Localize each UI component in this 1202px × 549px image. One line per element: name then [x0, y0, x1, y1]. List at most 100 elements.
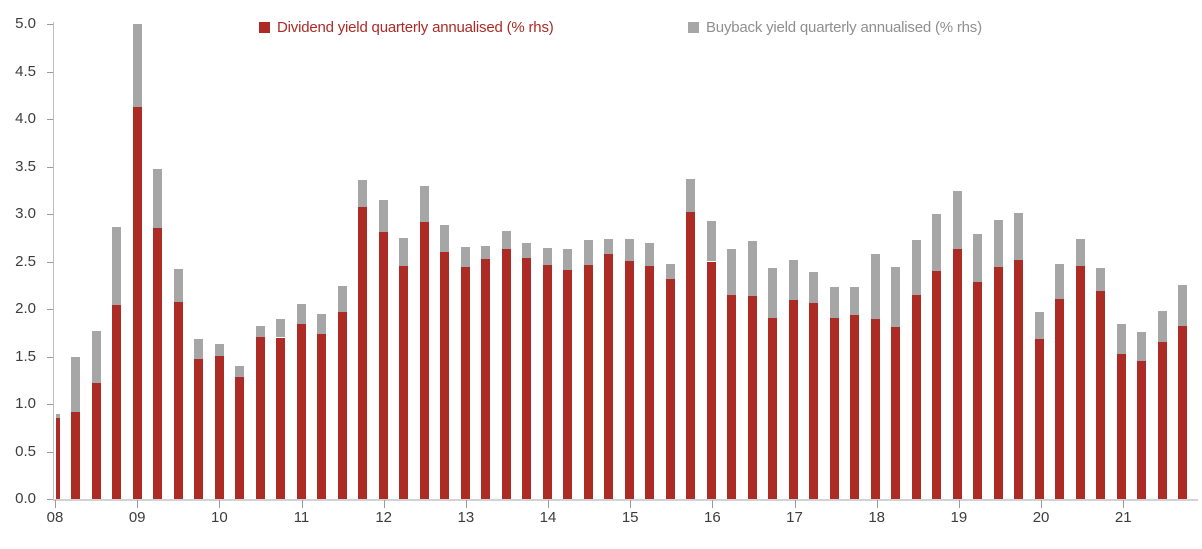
y-axis-tick: [47, 119, 53, 120]
y-axis-tick: [47, 499, 53, 500]
bar-segment-buyback: [317, 313, 326, 334]
x-axis-tick-label: 11: [293, 509, 310, 526]
bar-segment-dividend: [993, 267, 1003, 499]
bar-segment-buyback: [747, 240, 757, 296]
bar-segment-dividend: [1034, 339, 1044, 499]
bar-segment-buyback: [645, 243, 654, 267]
bar-segment-buyback: [1178, 285, 1187, 327]
bar-segment-dividend: [132, 106, 142, 499]
y-axis-tick-label: 4.5: [15, 62, 36, 80]
x-axis-tick-label: 12: [375, 509, 393, 526]
legend: Dividend yield quarterly annualised (% r…: [0, 0, 1202, 40]
bar-segment-dividend: [460, 267, 470, 499]
bar-segment-dividend: [337, 311, 347, 499]
bar-segment-buyback: [686, 178, 695, 213]
y-axis-tick-label: 5.0: [15, 15, 36, 32]
bar-segment-dividend: [173, 302, 183, 499]
y-axis-tick: [47, 356, 53, 358]
bar-segment-buyback: [768, 268, 777, 318]
bar-segment-buyback: [891, 267, 900, 328]
bar-segment-dividend: [973, 282, 982, 499]
bar-segment-dividend: [706, 261, 716, 499]
y-axis-tick: [47, 261, 53, 263]
legend-item-dividend-yield: Dividend yield quarterly annualised (% r…: [259, 17, 554, 37]
bar-segment-buyback: [829, 287, 839, 318]
bar-segment-buyback: [604, 238, 613, 254]
bar-segment-dividend: [952, 249, 962, 499]
x-axis-tick: [55, 500, 56, 508]
bar-segment-dividend: [604, 253, 613, 499]
bar-segment-buyback: [850, 287, 859, 315]
bar-segment-buyback: [399, 237, 408, 267]
bar-segment-dividend: [911, 294, 921, 499]
legend-swatch-dividend-icon: [259, 21, 270, 33]
y-axis-tick-label: 0.5: [15, 442, 36, 460]
bar-segment-buyback: [788, 259, 798, 301]
bar-segment-dividend: [296, 324, 306, 499]
bar-segment-dividend: [809, 303, 818, 499]
y-axis-tick-label: 3.5: [15, 157, 36, 175]
bar-segment-dividend: [501, 249, 511, 499]
bar-segment-dividend: [522, 257, 531, 499]
bar-segment-dividend: [870, 319, 880, 499]
bar-segment-dividend: [788, 300, 798, 499]
bar-segment-buyback: [563, 249, 572, 271]
bar-segment-buyback: [214, 344, 224, 356]
x-axis-tick: [219, 500, 221, 508]
x-axis-tick-label: 14: [539, 509, 557, 526]
bar-segment-dividend: [747, 295, 757, 499]
bar-segment-dividend: [1075, 266, 1085, 499]
bar-segment-buyback: [71, 357, 80, 412]
x-axis-tick: [137, 500, 139, 508]
bar-segment-dividend: [91, 383, 101, 499]
bar-segment-buyback: [91, 330, 101, 384]
bar-segment-buyback: [973, 233, 982, 283]
bar-segment-dividend: [214, 355, 224, 499]
x-axis-tick: [465, 500, 467, 508]
bar-segment-buyback: [56, 413, 60, 419]
x-axis-tick-label: 19: [950, 509, 968, 526]
bar-segment-dividend: [317, 333, 326, 499]
bar-segment-buyback: [276, 319, 285, 338]
y-axis-tick-label: 1.0: [15, 395, 36, 412]
bar-segment-dividend: [1014, 259, 1023, 499]
bar-segment-buyback: [153, 169, 162, 229]
bar-segment-dividend: [850, 314, 859, 499]
bar-segment-dividend: [378, 232, 388, 499]
bar-segment-buyback: [132, 24, 142, 107]
bar-segment-dividend: [665, 278, 675, 499]
bar-segment-buyback: [809, 271, 818, 304]
y-axis-tick-label: 2.5: [15, 252, 36, 270]
bar-segment-buyback: [1014, 213, 1023, 260]
bar-segment-buyback: [522, 242, 531, 258]
bar-segment-buyback: [1137, 331, 1146, 362]
bar-segment-dividend: [276, 337, 285, 499]
bar-segment-dividend: [829, 317, 839, 499]
bar-segment-dividend: [1116, 353, 1126, 499]
bar-segment-dividend: [768, 317, 777, 499]
y-axis-tick: [47, 309, 53, 310]
x-axis-tick-label: 13: [457, 509, 475, 526]
bar-segment-buyback: [194, 339, 203, 360]
x-axis-tick: [1123, 500, 1125, 508]
x-axis-tick: [958, 500, 960, 508]
bar-segment-dividend: [727, 294, 736, 499]
x-axis-tick: [301, 500, 303, 508]
bar-segment-dividend: [71, 411, 80, 499]
bar-segment-dividend: [686, 212, 695, 499]
bar-segment-dividend: [645, 266, 654, 499]
y-axis-tick: [47, 404, 53, 405]
bar-segment-buyback: [337, 286, 347, 312]
bar-segment-buyback: [440, 225, 449, 252]
x-axis-tick: [1041, 500, 1043, 508]
bar-segment-buyback: [1096, 268, 1105, 291]
bar-segment-dividend: [891, 327, 900, 499]
x-axis-tick: [630, 500, 632, 508]
x-axis-tick: [548, 500, 550, 508]
y-axis-tick-label: 1.5: [15, 347, 36, 365]
bar-segment-dividend: [1096, 290, 1105, 499]
x-axis-tick-label: 15: [621, 509, 639, 526]
legend-label-dividend-yield: Dividend yield quarterly annualised (% r…: [277, 18, 554, 36]
